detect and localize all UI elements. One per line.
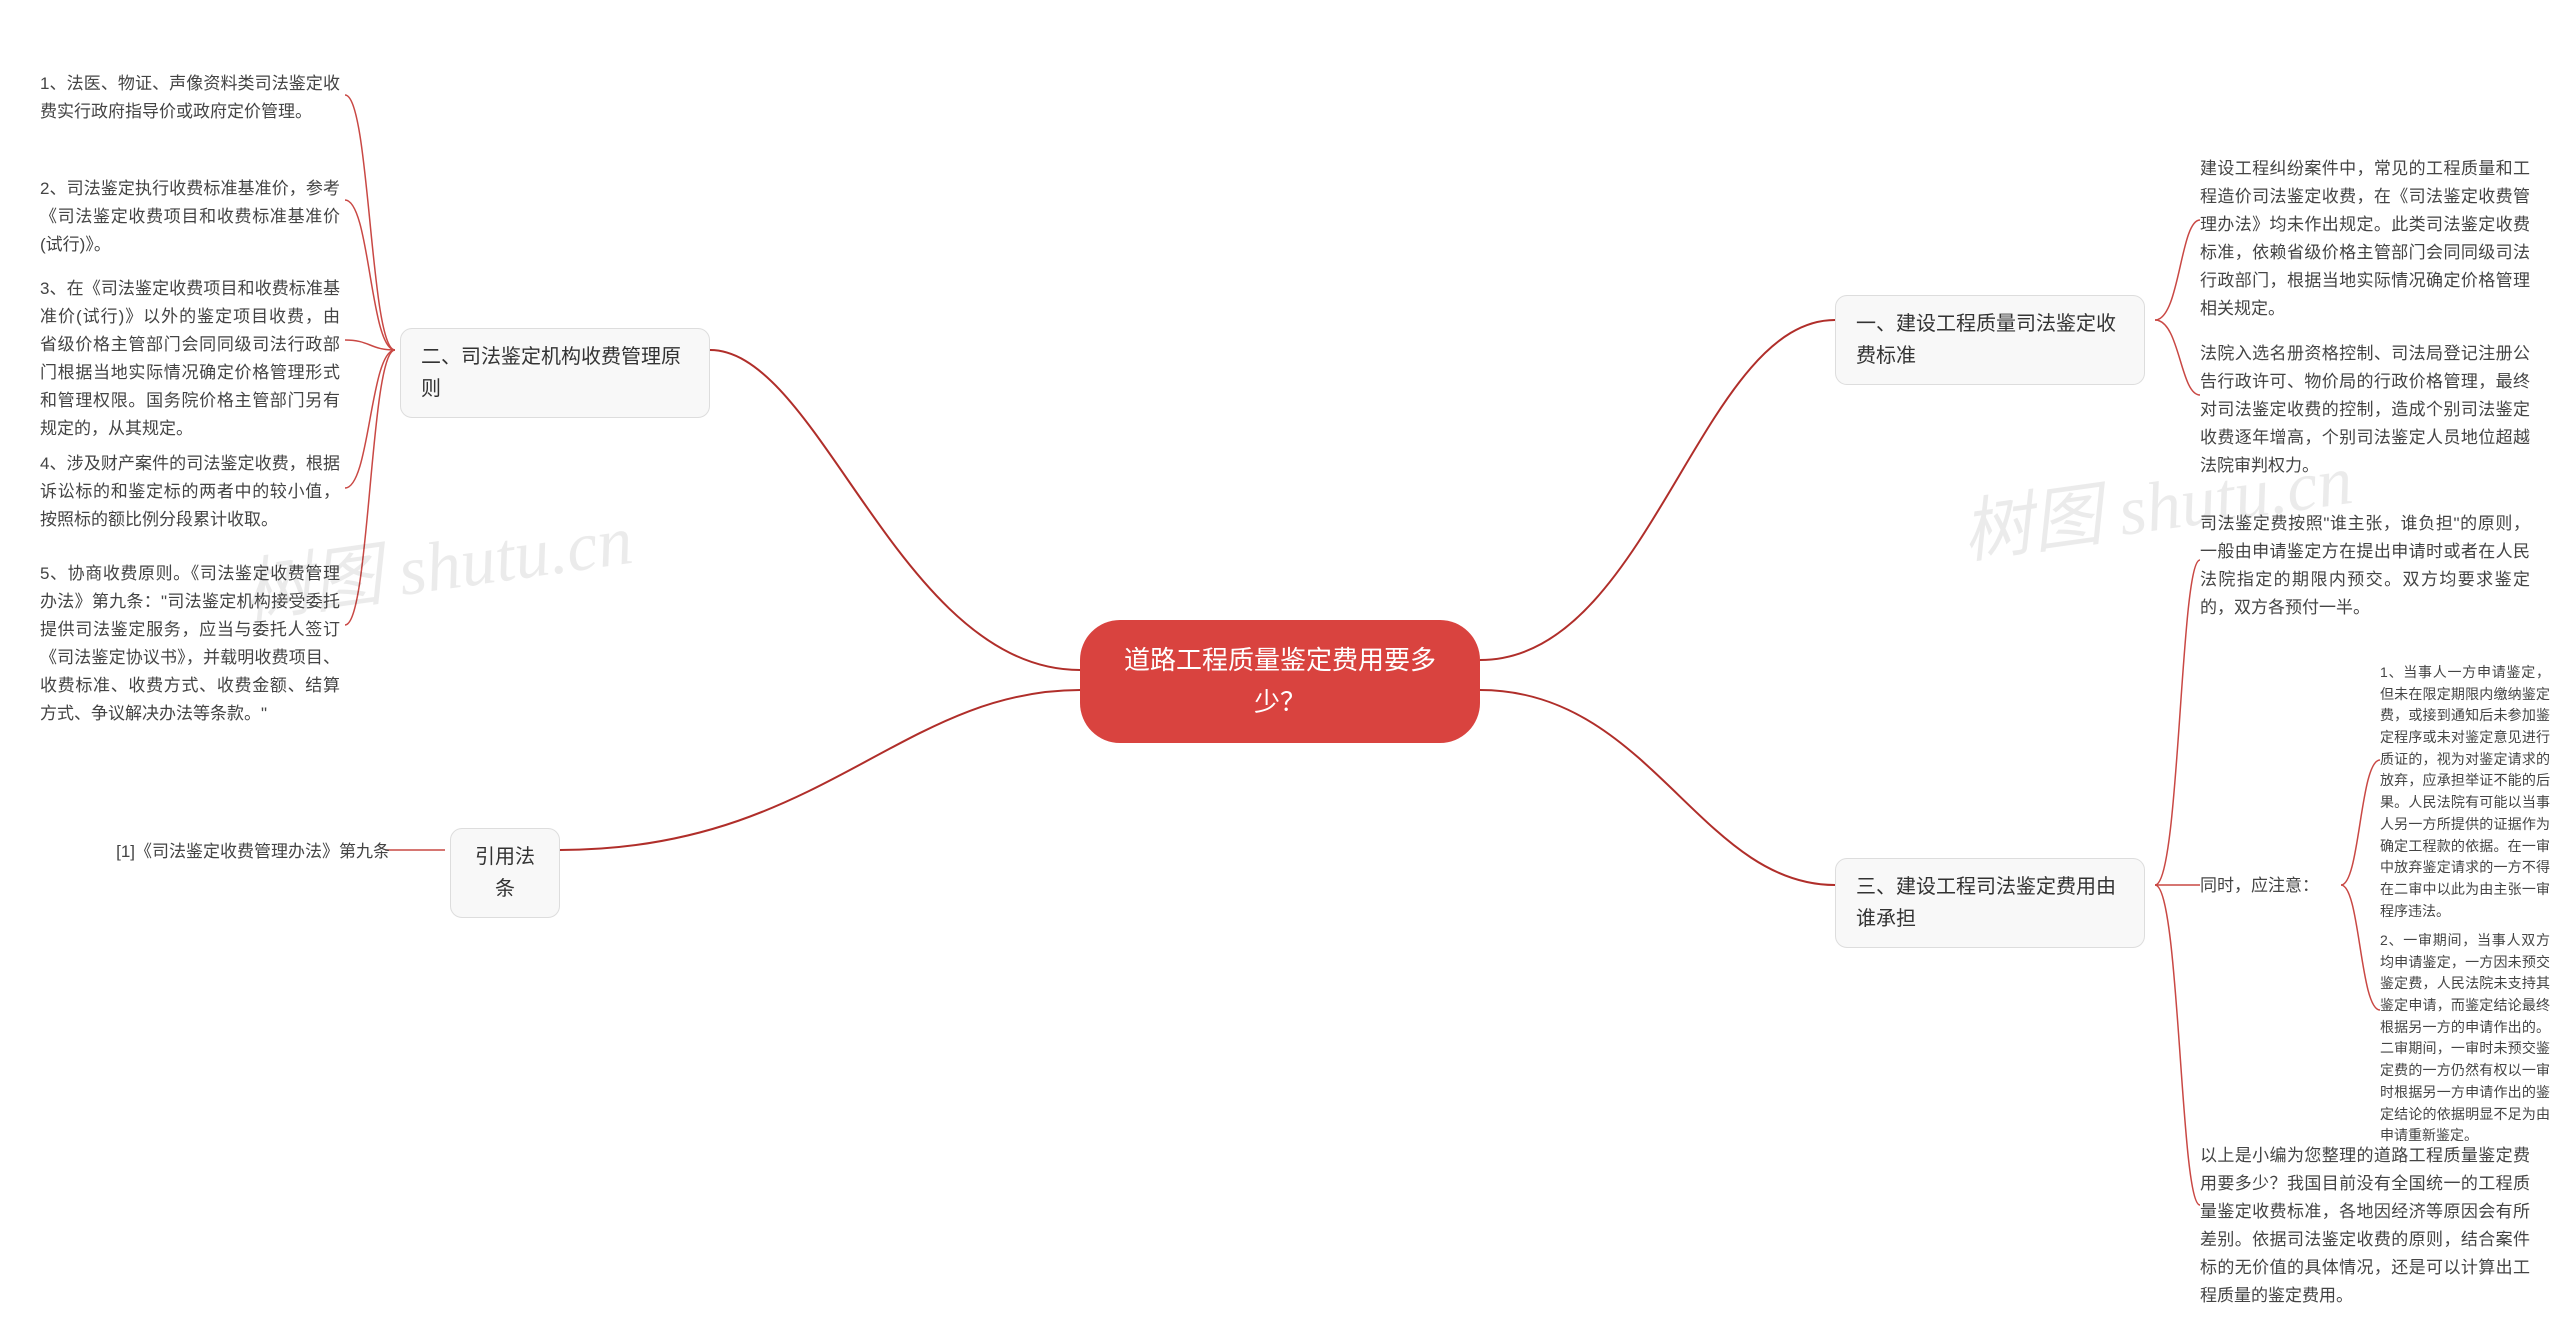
leaf-r1-2: 法院入选名册资格控制、司法局登记注册公告行政许可、物价局的行政价格管理，最终对司…: [2200, 340, 2530, 480]
branch-left-2-title: 引用法条: [475, 846, 535, 900]
leaf-l1-1: 1、法医、物证、声像资料类司法鉴定收费实行政府指导价或政府定价管理。: [40, 70, 340, 126]
leaf-r1-1: 建设工程纠纷案件中，常见的工程质量和工程造价司法鉴定收费，在《司法鉴定收费管理办…: [2200, 155, 2530, 323]
root-label: 道路工程质量鉴定费用要多少？: [1124, 645, 1436, 717]
branch-right-2: 三、建设工程司法鉴定费用由谁承担: [1835, 858, 2145, 948]
branch-left-1: 二、司法鉴定机构收费管理原则: [400, 328, 710, 418]
leaf-l1-2: 2、司法鉴定执行收费标准基准价，参考《司法鉴定收费项目和收费标准基准价(试行)》…: [40, 175, 340, 259]
leaf-r2-2-sub2: 2、一审期间，当事人双方均申请鉴定，一方因未预交鉴定费，人民法院未支持其鉴定申请…: [2380, 930, 2550, 1147]
leaf-r2-3: 以上是小编为您整理的道路工程质量鉴定费用要多少？我国目前没有全国统一的工程质量鉴…: [2200, 1142, 2530, 1310]
root-node: 道路工程质量鉴定费用要多少？: [1080, 620, 1480, 743]
branch-right-1-title: 一、建设工程质量司法鉴定收费标准: [1856, 313, 2116, 367]
branch-right-2-title: 三、建设工程司法鉴定费用由谁承担: [1856, 876, 2116, 930]
leaf-l1-5: 5、协商收费原则。《司法鉴定收费管理办法》第九条："司法鉴定机构接受委托提供司法…: [40, 560, 340, 728]
branch-right-1: 一、建设工程质量司法鉴定收费标准: [1835, 295, 2145, 385]
leaf-r2-2-sub1: 1、当事人一方申请鉴定，但未在限定期限内缴纳鉴定费，或接到通知后未参加鉴定程序或…: [2380, 662, 2550, 922]
leaf-l1-3: 3、在《司法鉴定收费项目和收费标准基准价(试行)》以外的鉴定项目收费，由省级价格…: [40, 275, 340, 443]
leaf-r2-2: 同时，应注意：: [2200, 872, 2340, 900]
leaf-r2-1: 司法鉴定费按照"谁主张，谁负担"的原则，一般由申请鉴定方在提出申请时或者在人民法…: [2200, 510, 2530, 622]
leaf-l1-4: 4、涉及财产案件的司法鉴定收费，根据诉讼标的和鉴定标的两者中的较小值，按照标的额…: [40, 450, 340, 534]
branch-left-1-title: 二、司法鉴定机构收费管理原则: [421, 346, 681, 400]
leaf-l2-1: [1]《司法鉴定收费管理办法》第九条: [90, 838, 390, 866]
branch-left-2: 引用法条: [450, 828, 560, 918]
